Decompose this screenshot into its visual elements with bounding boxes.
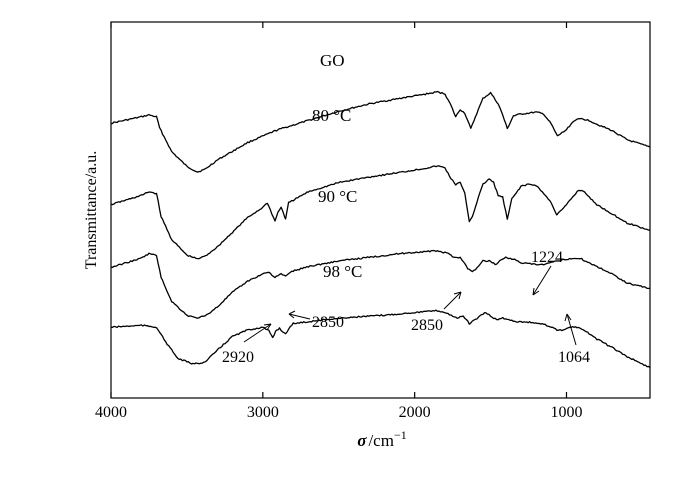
arrowhead	[564, 313, 572, 322]
arrowhead	[288, 310, 296, 319]
y-axis-label: Transmittance/a.u.	[83, 151, 100, 270]
plot-frame	[110, 21, 651, 399]
arrowhead	[263, 323, 272, 331]
series-label-98c: 98 °C	[323, 262, 362, 281]
series-line-2	[110, 249, 651, 319]
annotation-2850-right: 2850	[411, 291, 462, 334]
annotation-label: 2920	[222, 349, 254, 366]
series-label-90c: 90 °C	[318, 187, 357, 206]
series-line-0	[110, 90, 651, 173]
x-axis-unit: /cm	[368, 431, 394, 450]
annotation-arrow	[443, 291, 462, 310]
x-tick-label: 2000	[399, 404, 431, 421]
annotation-label: 1224	[531, 249, 563, 266]
annotation-2850-left: 2850	[288, 310, 344, 331]
annotation-arrow	[243, 323, 272, 343]
arrowhead	[532, 287, 540, 296]
annotation-label: 2850	[411, 317, 443, 334]
annotation-arrow	[288, 313, 311, 320]
annotation-1064: 1064	[558, 313, 590, 366]
annotation-label: 2850	[312, 314, 344, 331]
annotation-2920: 2920	[222, 323, 272, 366]
arrowhead	[453, 291, 462, 300]
x-axis-ticks: 4000 3000 2000 1000	[95, 22, 582, 421]
series-label-80c: 80 °C	[312, 106, 351, 125]
annotation-arrow	[532, 265, 552, 296]
spectra-series	[110, 90, 651, 369]
x-axis-label: σ/cm−1	[357, 428, 406, 450]
annotation-arrow	[566, 313, 577, 346]
series-line-3	[111, 309, 651, 369]
x-axis-symbol: σ	[357, 431, 367, 450]
annotation-1224: 1224	[531, 249, 563, 296]
x-tick-label: 4000	[95, 404, 127, 421]
x-tick-label: 1000	[550, 404, 582, 421]
x-axis-exponent: −1	[394, 428, 407, 442]
x-tick-label: 3000	[247, 404, 279, 421]
series-label-go: GO	[320, 51, 345, 70]
annotation-label: 1064	[558, 349, 590, 366]
series-line-1	[110, 165, 651, 260]
